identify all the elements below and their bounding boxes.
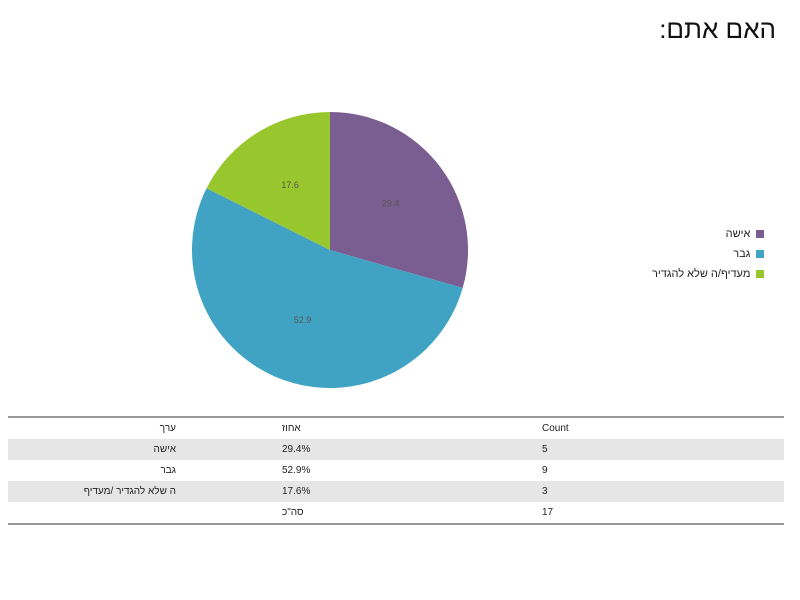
total-label: סה"כ	[282, 507, 304, 518]
header-percent: אחוז	[282, 423, 301, 434]
header-value: ערך	[159, 423, 176, 434]
legend-item: מעדיף/ה שלא להגדיר	[652, 264, 765, 284]
table-total-row: סה"כ 17	[8, 502, 784, 523]
legend-item: גבר	[652, 244, 765, 264]
row-count: 3	[542, 486, 548, 497]
row-value: גבר	[160, 465, 176, 476]
row-count: 5	[542, 444, 548, 455]
chart-title: האם אתם:	[659, 14, 776, 44]
legend-swatch-woman	[756, 230, 765, 238]
row-percent: 17.6%	[282, 486, 311, 497]
legend-item: אישה	[652, 224, 765, 244]
slice-data-label: 29.4	[382, 199, 400, 209]
table-row: אישה 29.4% 5	[8, 439, 784, 460]
pie-slice	[330, 112, 468, 288]
row-percent: 52.9%	[282, 465, 311, 476]
row-percent: 29.4%	[282, 444, 311, 455]
table-row: ה שלא להגדיר /מעדיף 17.6% 3	[8, 481, 784, 502]
row-value: ה שלא להגדיר /מעדיף	[83, 486, 176, 497]
total-count: 17	[542, 507, 554, 518]
table-header-row: ערך אחוז Count	[8, 418, 784, 439]
results-table: ערך אחוז Count אישה 29.4% 5 גבר 52.9% 9 …	[8, 416, 784, 525]
legend-swatch-prefer-not	[756, 270, 765, 278]
chart-legend: אישה גבר מעדיף/ה שלא להגדיר	[652, 224, 765, 284]
legend-label-man: גבר	[733, 248, 751, 260]
table-row: גבר 52.9% 9	[8, 460, 784, 481]
header-count: Count	[542, 423, 569, 434]
legend-label-woman: אישה	[725, 228, 751, 240]
pie-slice	[191, 188, 463, 389]
slice-data-label: 52.9	[294, 315, 312, 325]
legend-label-prefer-not: מעדיף/ה שלא להגדיר	[652, 268, 751, 280]
legend-swatch-man	[756, 250, 765, 258]
pie-chart: 29.4 52.9 17.6	[191, 112, 468, 389]
slice-data-label: 17.6	[281, 180, 299, 190]
row-count: 9	[542, 465, 548, 476]
row-value: אישה	[153, 444, 176, 455]
pie-slice	[206, 112, 330, 250]
